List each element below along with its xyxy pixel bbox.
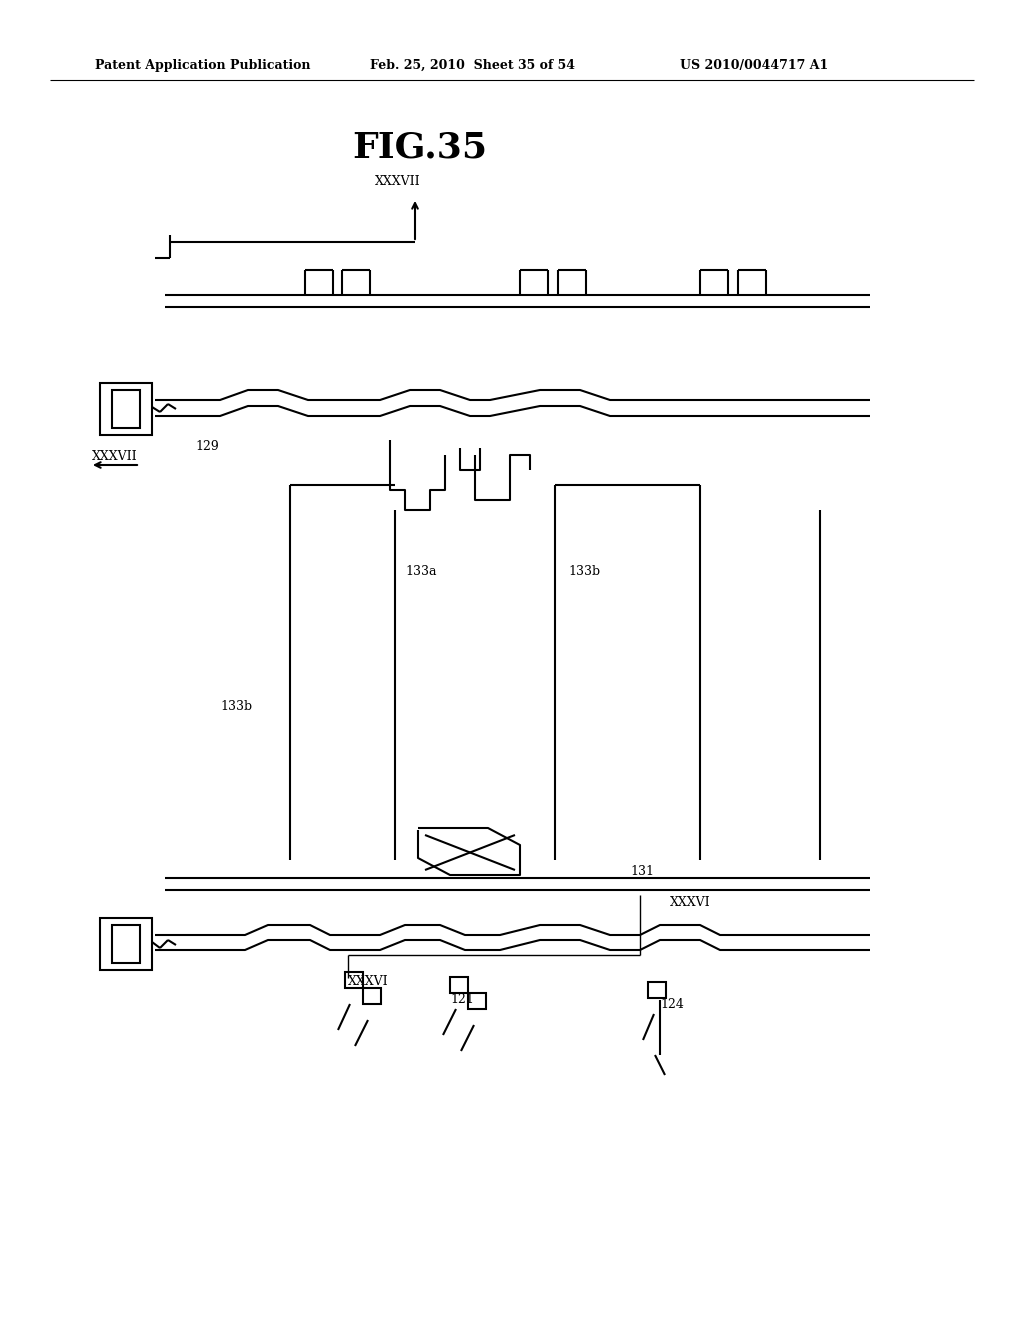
Text: XXXVII: XXXVII — [375, 176, 421, 187]
Text: 133b: 133b — [220, 700, 252, 713]
Bar — [100, 917, 152, 970]
Text: Patent Application Publication: Patent Application Publication — [95, 58, 310, 71]
Bar — [362, 987, 381, 1005]
Text: Feb. 25, 2010  Sheet 35 of 54: Feb. 25, 2010 Sheet 35 of 54 — [370, 58, 575, 71]
Text: 124: 124 — [660, 998, 684, 1011]
Text: XXXVII: XXXVII — [92, 450, 137, 463]
Bar — [345, 972, 362, 987]
Bar — [112, 389, 140, 428]
Bar — [100, 383, 152, 436]
Text: XXXVI: XXXVI — [670, 896, 711, 909]
Text: 121: 121 — [450, 993, 474, 1006]
Text: FIG.35: FIG.35 — [352, 131, 487, 165]
Text: US 2010/0044717 A1: US 2010/0044717 A1 — [680, 58, 828, 71]
Bar — [468, 993, 486, 1008]
Text: 131: 131 — [630, 865, 654, 878]
Text: 129: 129 — [195, 440, 219, 453]
Bar — [112, 925, 140, 964]
Bar — [450, 977, 468, 993]
Text: XXXVI: XXXVI — [348, 975, 389, 987]
Text: 133b: 133b — [568, 565, 600, 578]
Bar — [648, 982, 666, 998]
Text: 133a: 133a — [406, 565, 436, 578]
